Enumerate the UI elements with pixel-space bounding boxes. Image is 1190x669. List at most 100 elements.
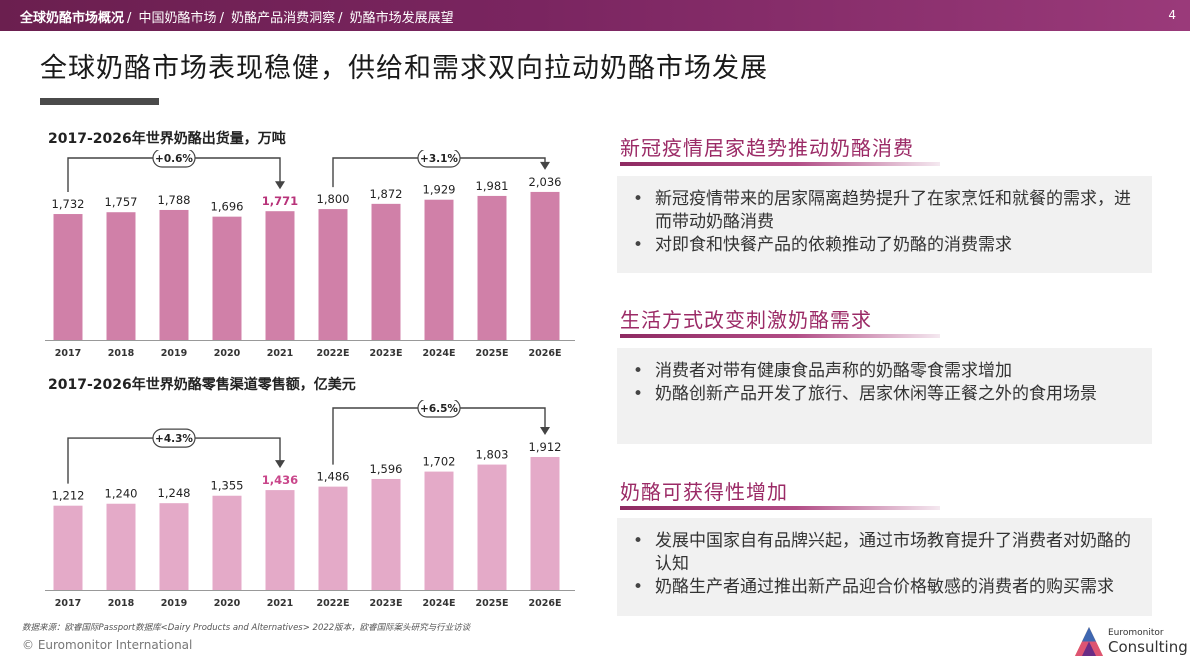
value-label-2025E: 1,803	[476, 448, 509, 462]
bar-2024E	[424, 471, 454, 590]
growth-badge	[152, 150, 196, 168]
volume-chart-title: 2017-2026年世界奶酪出货量，万吨	[48, 131, 286, 147]
x-tick-2025E: 2025E	[476, 598, 509, 609]
bullet-covid-1: 新冠疫情带来的居家隔离趋势提升了在家烹饪和就餐的需求，进而带动奶酪消费	[631, 188, 1132, 234]
x-tick-2026E: 2026E	[529, 348, 562, 359]
bar-2019	[159, 503, 189, 590]
bar-2020	[212, 495, 242, 590]
growth-label: +6.5%	[420, 403, 458, 415]
bar-2026E	[530, 191, 560, 340]
logo-text-bottom: Consulting	[1108, 638, 1188, 656]
value-label-2023E: 1,872	[370, 187, 403, 201]
bar-2025E	[477, 464, 507, 590]
breadcrumb-item-china[interactable]: 中国奶酪市场	[138, 11, 217, 26]
bar-2024E	[424, 199, 454, 340]
arrow-down-icon	[275, 181, 285, 190]
value-label-2024E: 1,929	[423, 183, 456, 197]
bullet-covid-2: 对即食和快餐产品的依赖推动了奶酪的消费需求	[631, 234, 1132, 257]
x-tick-2018: 2018	[108, 348, 135, 359]
bar-2019	[159, 209, 189, 340]
retail-chart-title: 2017-2026年世界奶酪零售渠道零售额，亿美元	[48, 377, 356, 393]
growth-badge	[417, 400, 461, 418]
euromonitor-logo: Euromonitor Consulting	[1074, 624, 1188, 664]
growth-annotation-0: +4.3%	[67, 428, 285, 484]
retail-bar-chart: 1,212 2017 1,240 2018 1,248 2019 1,355 2020 1,43…	[45, 400, 575, 609]
bar-2021	[265, 490, 295, 590]
x-tick-2023E: 2023E	[370, 598, 403, 609]
bar-2022E	[318, 486, 348, 590]
x-tick-2022E: 2022E	[317, 598, 350, 609]
section-title-availability: 奶酪可获得性增加	[620, 480, 788, 504]
value-label-2021: 1,436	[262, 473, 298, 487]
x-tick-2022E: 2022E	[317, 348, 350, 359]
value-label-2017: 1,212	[52, 489, 85, 503]
logo-triangle-icon	[1075, 627, 1103, 656]
growth-label: +4.3%	[155, 433, 193, 445]
value-label-2017: 1,732	[52, 197, 85, 211]
section-box-availability: 发展中国家自有品牌兴起，通过市场教育提升了消费者对奶酪的认知 奶酪生产者通过推出…	[617, 518, 1152, 616]
volume-bar-chart: 1,732 2017 1,757 2018 1,788 2019 1,696 2020 1,77…	[45, 150, 575, 359]
section-box-lifestyle: 消费者对带有健康食品声称的奶酪零食需求增加 奶酪创新产品开发了旅行、居家休闲等正…	[617, 348, 1152, 444]
section-title-lifestyle: 生活方式改变刺激奶酪需求	[620, 308, 872, 332]
x-tick-2017: 2017	[55, 598, 81, 609]
bullet-availability-2: 奶酪生产者通过推出新产品迎合价格敏感的消费者的购买需求	[631, 576, 1132, 599]
bullet-availability-1: 发展中国家自有品牌兴起，通过市场教育提升了消费者对奶酪的认知	[631, 530, 1132, 576]
breadcrumb: 全球奶酪市场概况 / 中国奶酪市场 / 奶酪产品消费洞察 / 奶酪市场发展展望	[20, 11, 454, 26]
x-tick-2019: 2019	[161, 348, 187, 359]
x-tick-2023E: 2023E	[370, 348, 403, 359]
arrow-down-icon	[540, 161, 550, 170]
growth-label: +3.1%	[420, 153, 458, 165]
growth-annotation-0: +0.6%	[67, 150, 285, 193]
growth-label: +0.6%	[155, 153, 193, 165]
bullet-lifestyle-1: 消费者对带有健康食品声称的奶酪零食需求增加	[631, 360, 1132, 383]
section-underline-availability	[620, 506, 940, 510]
value-label-2020: 1,355	[211, 479, 244, 493]
page-number: 4	[1168, 8, 1176, 22]
breadcrumb-item-insight[interactable]: 奶酪产品消费洞察	[231, 11, 336, 26]
growth-badge	[417, 150, 461, 168]
value-label-2021: 1,771	[262, 194, 298, 208]
section-box-covid: 新冠疫情带来的居家隔离趋势提升了在家烹饪和就餐的需求，进而带动奶酪消费 对即食和…	[617, 176, 1152, 273]
bar-2025E	[477, 195, 507, 340]
value-label-2018: 1,240	[105, 487, 138, 501]
bar-2020	[212, 216, 242, 340]
value-label-2023E: 1,596	[370, 462, 403, 476]
x-tick-2018: 2018	[108, 598, 135, 609]
title-underline	[40, 98, 159, 105]
bar-2018	[106, 503, 136, 590]
breadcrumb-item-global[interactable]: 全球奶酪市场概况	[20, 11, 125, 26]
top-banner: 全球奶酪市场概况 / 中国奶酪市场 / 奶酪产品消费洞察 / 奶酪市场发展展望 4	[0, 0, 1190, 31]
copyright-text: © Euromonitor International	[22, 638, 193, 652]
growth-annotation-1: +3.1%	[332, 150, 550, 188]
x-tick-2019: 2019	[161, 598, 187, 609]
x-tick-2024E: 2024E	[423, 348, 456, 359]
source-note: 数据来源：欧睿国际Passport数据库<Dairy Products and …	[22, 623, 471, 633]
x-tick-2025E: 2025E	[476, 348, 509, 359]
value-label-2022E: 1,486	[317, 470, 350, 484]
bar-2017	[53, 214, 83, 340]
bar-2022E	[318, 209, 348, 340]
section-title-covid: 新冠疫情居家趋势推动奶酪消费	[620, 136, 914, 160]
value-label-2024E: 1,702	[423, 455, 456, 469]
value-label-2019: 1,248	[158, 486, 191, 500]
x-tick-2021: 2021	[267, 348, 293, 359]
bullet-lifestyle-2: 奶酪创新产品开发了旅行、居家休闲等正餐之外的食用场景	[631, 383, 1132, 406]
page-title: 全球奶酪市场表现稳健，供给和需求双向拉动奶酪市场发展	[40, 53, 768, 84]
bar-2023E	[371, 478, 401, 590]
logo-text-top: Euromonitor	[1108, 628, 1164, 638]
value-label-2022E: 1,800	[317, 192, 350, 206]
section-underline-covid	[620, 162, 940, 166]
arrow-down-icon	[540, 426, 550, 435]
value-label-2019: 1,788	[158, 193, 191, 207]
section-underline-lifestyle	[620, 334, 940, 338]
value-label-2018: 1,757	[105, 195, 138, 209]
bar-2018	[106, 212, 136, 340]
value-label-2026E: 1,912	[529, 440, 562, 454]
x-tick-2017: 2017	[55, 348, 81, 359]
x-tick-2021: 2021	[267, 598, 293, 609]
growth-annotation-1: +6.5%	[332, 400, 550, 465]
x-tick-2024E: 2024E	[423, 598, 456, 609]
breadcrumb-item-outlook[interactable]: 奶酪市场发展展望	[349, 11, 454, 26]
x-tick-2020: 2020	[214, 348, 241, 359]
x-tick-2020: 2020	[214, 598, 241, 609]
